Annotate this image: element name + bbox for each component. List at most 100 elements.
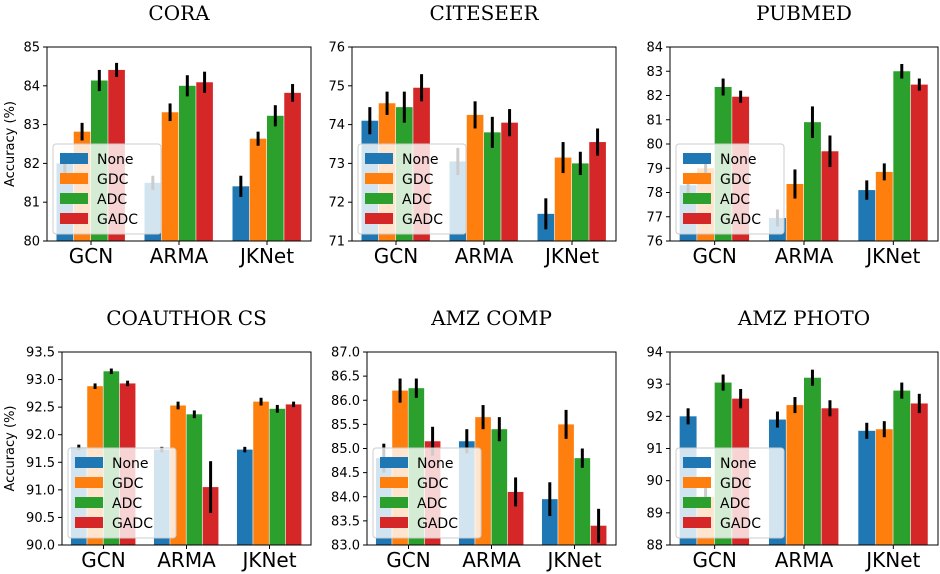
legend-swatch-gadc [683,517,711,528]
bar-adc-jknet [893,390,911,545]
y-tick-label: 93.0 [26,373,55,388]
legend-swatch-none [75,457,103,468]
y-tick-label: 78 [646,186,663,201]
bar-gdc-jknet [249,138,267,241]
legend-label-gdc: GDC [97,172,129,188]
legend-swatch-gadc [683,213,711,224]
chart-title: CORA [148,1,210,25]
y-tick-label: 85.0 [331,442,360,457]
legend-label-gadc: GADC [112,516,153,532]
bar-gadc-jknet [285,404,302,545]
legend-box [675,447,785,539]
legend-swatch-gdc [60,173,88,184]
y-tick-label: 92.5 [26,401,55,416]
y-tick-label: 83 [23,118,40,133]
bar-none-jknet [236,449,253,545]
x-tick-label: JKNet [238,244,294,268]
legend-swatch-adc [683,193,711,204]
plot-frame [366,351,617,546]
legend-label-none: None [417,456,454,472]
bar-gdc-arma [466,114,484,241]
legend: None GDC ADC GADC [675,143,785,235]
x-tick-label: ARMA [462,548,521,572]
bar-adc-arma [804,377,821,545]
legend-swatch-gadc [75,517,103,528]
bar-gadc-arma [821,151,839,241]
y-tick-label: 84.5 [331,466,360,481]
legend-box [675,143,785,235]
bar-adc-jknet [893,71,911,241]
legend-label-none: None [112,456,149,472]
legend-swatch-gdc [365,173,393,184]
bar-gdc-arma [786,184,804,241]
legend-swatch-gdc [683,477,711,488]
chart-panel-1: CORA GCN ARMA JKNet 80 81 82 83 84 85 Accuracy (%)… [3,1,312,268]
y-tick-label: 87.0 [331,346,360,361]
y-tick-label: 93 [646,378,663,393]
bar-adc-arma [186,414,203,545]
y-tick-label: 79 [646,162,663,177]
y-tick-label: 72 [328,196,345,211]
bar-adc-arma [484,132,501,241]
x-tick-label: JKNet [545,548,601,572]
legend-label-none: None [402,152,439,168]
legend: None GDC ADC GADC [372,447,482,539]
legend-swatch-adc [365,193,393,204]
legend-swatch-gdc [683,173,711,184]
legend-box [67,447,177,539]
plot-frame [46,46,312,242]
chart-panel-2: CITESEER GCN ARMA JKNet 71 72 73 74 75 76 None GDC A… [328,1,617,268]
x-tick-label: ARMA [455,244,514,268]
y-tick-label: 84 [646,41,663,56]
y-tick-label: 88 [646,539,663,554]
bar-adc-arma [179,85,196,241]
y-tick-label: 83.0 [331,539,360,554]
legend-label-gadc: GADC [720,516,761,532]
legend-box [52,143,162,235]
x-tick-label: JKNet [864,244,920,268]
y-tick-label: 90 [646,474,663,489]
x-tick-label: ARMA [157,548,216,572]
y-tick-label: 86.5 [331,370,360,385]
chart-panel-4: COAUTHOR CS GCN ARMA JKNet 90.0 90.5 91.0 91.5 9… [3,306,312,572]
x-tick-label: GCN [374,244,418,268]
legend-label-gdc: GDC [402,172,434,188]
y-tick-label: 94 [646,346,663,361]
chart-title: AMZ PHOTO [737,306,870,330]
bar-gadc-jknet [910,84,928,241]
bar-none-jknet [858,430,876,545]
legend: None GDC ADC GADC [67,447,177,539]
y-tick-label: 84 [23,79,40,94]
y-tick-label: 81 [23,196,40,211]
plot-frame [669,46,939,242]
legend-label-gdc: GDC [720,476,752,492]
plot-frame [351,46,617,242]
chart-panel-5: AMZ COMP GCN ARMA JKNet 83.0 83.5 84.0 84.5 85.0… [331,306,617,572]
bar-gadc-arma [507,491,524,545]
y-tick-label: 91 [646,442,663,457]
chart-title: CITESEER [429,1,539,25]
legend: None GDC ADC GADC [357,143,467,235]
legend-label-adc: ADC [417,496,447,512]
y-tick-label: 76 [646,235,663,250]
legend-swatch-none [683,153,711,164]
legend-swatch-adc [683,497,711,508]
x-tick-label: GCN [386,548,430,572]
x-tick-label: ARMA [775,244,834,268]
legend-swatch-none [365,153,393,164]
bar-gdc-jknet [875,171,893,241]
legend-label-adc: ADC [720,496,750,512]
y-tick-label: 93.5 [26,346,55,361]
plot-frame [669,351,939,546]
legend-label-gdc: GDC [720,172,752,188]
legend-label-adc: ADC [402,192,432,208]
x-tick-label: ARMA [775,548,834,572]
legend: None GDC ADC GADC [675,447,785,539]
legend-swatch-adc [380,497,408,508]
legend-label-gadc: GADC [720,212,761,228]
bar-gadc-arma [202,487,219,545]
legend-box [372,447,482,539]
legend-label-gadc: GADC [402,212,443,228]
legend-box [357,143,467,235]
bar-none-jknet [858,190,876,241]
